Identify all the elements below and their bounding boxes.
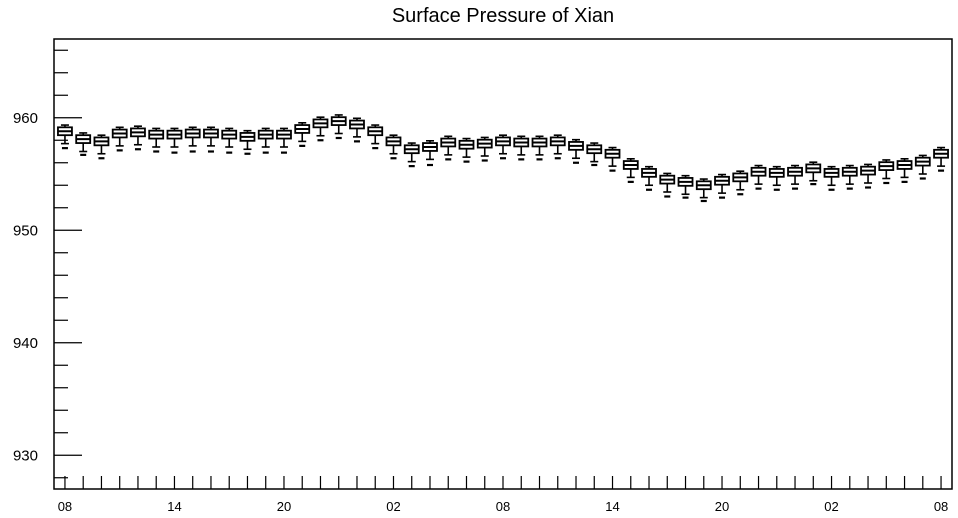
- x-tick-label: 14: [605, 499, 619, 514]
- box-item: [239, 129, 256, 155]
- x-tick-label: 08: [58, 499, 72, 514]
- box-item: [896, 158, 913, 183]
- y-tick-label: 930: [13, 447, 38, 464]
- x-tick-label: 02: [386, 499, 400, 514]
- x-tick-label: 08: [496, 499, 510, 514]
- box-item: [75, 132, 92, 156]
- y-tick-label: 960: [13, 110, 38, 127]
- box-item: [823, 165, 840, 191]
- box-item: [203, 126, 219, 153]
- box-item: [276, 127, 292, 154]
- box-item: [330, 114, 347, 140]
- box-item: [860, 163, 876, 189]
- chart-title: Surface Pressure of Xian: [392, 5, 614, 27]
- box-item: [914, 154, 931, 180]
- box-item: [659, 172, 676, 198]
- box-item: [622, 158, 639, 183]
- box-item: [531, 135, 548, 161]
- y-axis: 930 940 950 960: [13, 49, 82, 479]
- box-item: [367, 124, 384, 150]
- x-tick-label: 08: [934, 499, 948, 514]
- box-item: [641, 165, 657, 191]
- box-item: [294, 122, 311, 147]
- y-tick-label: 940: [13, 335, 38, 352]
- box-item: [495, 134, 511, 160]
- box-item: [714, 173, 730, 199]
- box-item: [549, 134, 566, 160]
- box-item: [93, 134, 110, 160]
- box-item: [787, 164, 803, 190]
- box-item: [385, 134, 402, 160]
- box-item: [604, 146, 621, 172]
- box-item: [111, 126, 128, 152]
- box-item: [750, 164, 767, 190]
- x-tick-label: 20: [277, 499, 291, 514]
- box-item: [841, 164, 858, 190]
- box-item: [422, 140, 438, 167]
- box-item: [677, 174, 694, 199]
- box-item: [933, 146, 949, 172]
- box-item: [184, 126, 201, 153]
- y-tick-label: 950: [13, 222, 38, 239]
- box-item: [57, 124, 73, 150]
- box-item: [768, 165, 785, 191]
- x-tick-label: 02: [824, 499, 838, 514]
- box-item: [440, 135, 457, 161]
- box-item: [148, 127, 165, 153]
- x-axis: 08 14 20 02 08 14 20 02 08: [58, 476, 948, 514]
- box-item: [805, 161, 822, 186]
- box-item: [403, 142, 420, 168]
- box-item: [166, 127, 183, 154]
- box-item: [568, 138, 584, 164]
- box-item: [695, 178, 712, 203]
- box-series: [57, 114, 949, 203]
- plot-frame: [53, 38, 953, 490]
- box-item: [312, 116, 329, 142]
- box-item: [130, 125, 146, 151]
- box-item: [458, 137, 475, 163]
- box-item: [349, 117, 365, 143]
- box-item: [878, 159, 895, 185]
- box-item: [476, 136, 493, 162]
- box-item: [513, 135, 530, 161]
- x-tick-label: 20: [715, 499, 729, 514]
- box-item: [732, 170, 749, 196]
- box-item: [221, 127, 238, 154]
- box-item: [586, 142, 603, 167]
- box-item: [257, 127, 274, 154]
- x-tick-label: 14: [167, 499, 181, 514]
